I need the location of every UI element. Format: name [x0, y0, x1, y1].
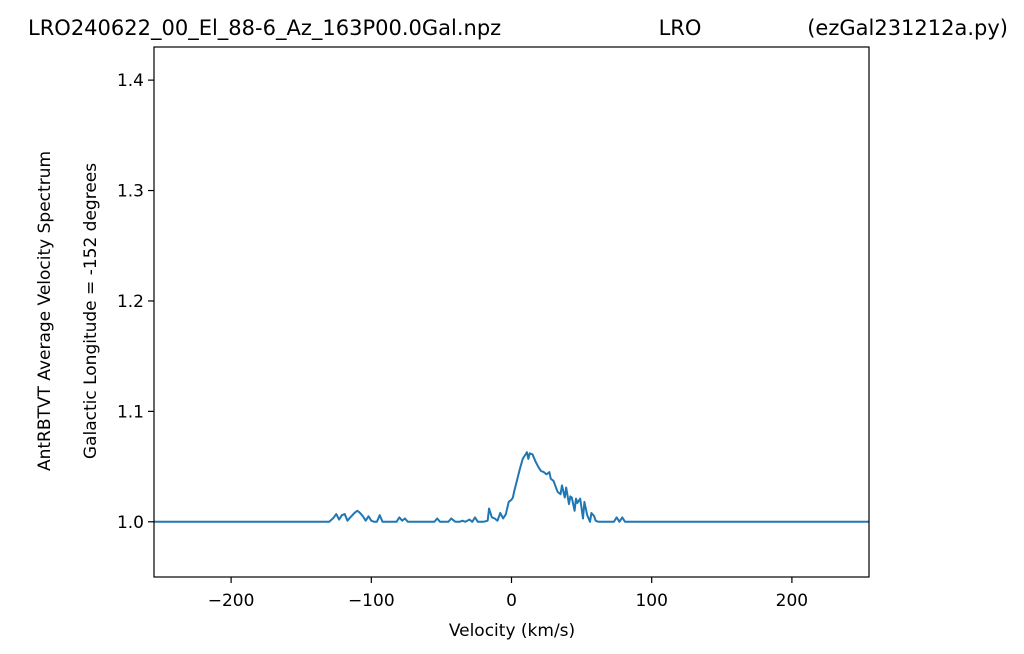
x-tick-label: 100	[635, 591, 667, 611]
x-tick-label: 200	[776, 591, 808, 611]
x-ticks: −200 −100 0 100 200	[208, 577, 808, 611]
x-tick-label: 0	[506, 591, 517, 611]
y-tick-label: 1.1	[117, 402, 144, 422]
y-axis-label-primary: AntRBTVT Average Velocity Spectrum	[35, 151, 55, 471]
x-tick-label: −100	[348, 591, 395, 611]
plot-area	[154, 451, 869, 523]
y-axis-label-secondary: Galactic Longitude = -152 degrees	[81, 163, 101, 459]
y-tick-label: 1.3	[117, 182, 144, 202]
spectrum-series-line	[154, 451, 869, 523]
header-filename: LRO240622_00_El_88-6_Az_163P00.0Gal.npz	[28, 16, 501, 41]
x-tick-label: −200	[208, 591, 255, 611]
header-script: (ezGal231212a.py)	[807, 16, 1008, 40]
y-tick-label: 1.2	[117, 292, 144, 312]
x-axis-label: Velocity (km/s)	[449, 621, 575, 641]
y-ticks: 1.0 1.1 1.2 1.3 1.4	[117, 71, 154, 533]
y-tick-label: 1.4	[117, 71, 144, 91]
y-tick-label: 1.0	[117, 513, 144, 533]
header-observatory: LRO	[659, 16, 702, 40]
axes-frame	[153, 46, 870, 578]
